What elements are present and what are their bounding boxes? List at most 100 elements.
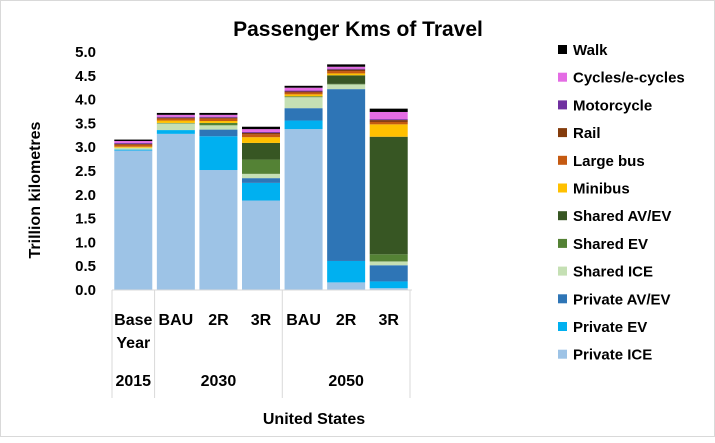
legend-swatch: [558, 322, 567, 331]
legend-label: Private ICE: [573, 347, 652, 364]
bar-segment: [369, 120, 408, 122]
bar-segment: [369, 281, 408, 289]
legend-label: Walk: [573, 42, 608, 59]
legend-label: Minibus: [573, 181, 630, 198]
bar-segment: [199, 170, 238, 290]
chart-title: Passenger Kms of Travel: [233, 18, 483, 41]
legend-swatch: [558, 266, 567, 276]
bar-segment: [369, 108, 408, 112]
bar-segment: [199, 125, 238, 130]
bar-segment: [284, 129, 323, 290]
y-tick-label: 4.0: [75, 92, 96, 109]
bar-segment: [327, 83, 366, 85]
bar-segment: [327, 75, 366, 84]
bar-segment: [369, 119, 408, 121]
y-axis-label: Trillion kilometres: [27, 121, 44, 258]
bar-segment: [199, 114, 238, 117]
legend-label: Motorcycle: [573, 97, 652, 114]
legend-label: Shared EV: [573, 236, 648, 253]
y-tick-label: 0.0: [75, 282, 96, 299]
bar-segment: [327, 73, 366, 76]
bar-segment: [114, 141, 153, 143]
bar-segment: [156, 130, 195, 134]
bar-segment: [242, 142, 280, 160]
bar-segment: [199, 112, 238, 115]
bar-segment: [114, 139, 153, 142]
legend-swatch: [558, 349, 567, 359]
bar-segment: [327, 282, 366, 290]
y-tick-label: 2.0: [75, 187, 96, 204]
bar-segment: [242, 200, 280, 290]
legend-label: Shared AV/EV: [573, 208, 671, 225]
x-tick-label: 3R: [251, 312, 272, 329]
bar-segment: [284, 85, 323, 88]
bar-segment: [114, 150, 153, 290]
legend-swatch: [558, 128, 567, 138]
bar-segment: [114, 144, 153, 147]
bar-segment: [369, 288, 408, 290]
bar-segment: [327, 68, 366, 70]
bar-segment: [199, 118, 238, 122]
bar-segment: [199, 121, 238, 123]
x-tick-label: Base: [114, 312, 152, 329]
bar-segment: [369, 121, 408, 125]
bar-segment: [369, 111, 408, 120]
bar-segment: [284, 92, 323, 95]
bar-segment: [156, 133, 195, 290]
bar-segment: [327, 69, 366, 72]
bar-segment: [327, 260, 366, 283]
legend-swatch: [558, 294, 567, 304]
bar-segment: [114, 146, 153, 148]
bar-segment: [242, 129, 280, 132]
x-tick-label: Year: [116, 335, 150, 352]
bar-segment: [369, 261, 408, 266]
bar-segment: [156, 118, 195, 121]
bar-segment: [242, 173, 280, 179]
bar-segment: [327, 71, 366, 74]
x-tick-label: 2R: [336, 312, 357, 329]
legend-swatch: [558, 211, 567, 221]
group-label: 2015: [115, 373, 151, 390]
bar-segment: [156, 122, 195, 124]
x-axis: Base Year BAU 2R 3R BAU 2R 3R 2015 2030 2050: [111, 289, 412, 398]
y-tick-label: 5.0: [75, 44, 96, 61]
bar-segment: [284, 96, 323, 98]
bar-segment: [369, 265, 408, 282]
bar-segment: [327, 89, 366, 261]
bar-segment: [327, 64, 366, 67]
bar-segment: [156, 120, 195, 123]
bar-segment: [156, 123, 195, 131]
y-tick-label: 4.5: [75, 68, 96, 85]
bar-segment: [242, 132, 280, 135]
legend-swatch: [558, 155, 567, 165]
bar-stacks: [114, 64, 408, 290]
y-tick-label: 1.5: [75, 211, 96, 228]
legend-label: Shared ICE: [573, 264, 653, 281]
bar-segment: [284, 97, 323, 109]
bar-segment: [284, 120, 323, 130]
bar-segment: [369, 124, 408, 137]
legend: Walk Cycles/e-cycles Motorcycle Rail Large b…: [558, 42, 685, 364]
y-tick-label: 2.5: [75, 163, 96, 180]
group-label: 2050: [328, 373, 364, 390]
bar-segment: [242, 126, 280, 130]
bar-segment: [242, 137, 280, 143]
bar-segment: [327, 66, 366, 69]
x-tick-label: 3R: [378, 312, 399, 329]
bar-segment: [114, 142, 153, 144]
bar-segment: [242, 178, 280, 183]
bar-segment: [156, 114, 195, 117]
x-tick-label: BAU: [286, 312, 321, 329]
legend-label: Large bus: [573, 153, 645, 170]
bar-segment: [242, 159, 280, 174]
y-tick-label: 3.0: [75, 139, 96, 156]
bar-segment: [327, 84, 366, 90]
y-axis-ticks: 0.0 0.5 1.0 1.5 2.0 2.5 3.0 3.5 4.0 4.5 5.0: [75, 44, 96, 299]
legend-label: Private AV/EV: [573, 291, 671, 308]
y-tick-label: 1.0: [75, 234, 96, 251]
x-tick-label: BAU: [159, 312, 194, 329]
bar-segment: [242, 131, 280, 133]
group-label: 2030: [201, 373, 237, 390]
legend-swatch: [558, 183, 567, 193]
